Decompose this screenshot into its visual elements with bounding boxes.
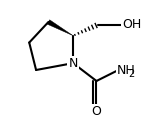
Text: NH: NH bbox=[117, 64, 136, 76]
Text: OH: OH bbox=[122, 18, 141, 31]
Polygon shape bbox=[47, 20, 73, 36]
Text: N: N bbox=[68, 57, 78, 70]
Text: O: O bbox=[92, 105, 101, 118]
Text: 2: 2 bbox=[129, 69, 135, 79]
